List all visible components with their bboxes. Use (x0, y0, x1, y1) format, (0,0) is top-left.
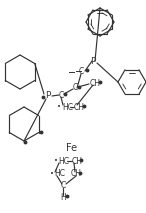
Text: H: H (60, 193, 66, 201)
Text: Fe: Fe (66, 143, 78, 153)
Text: C: C (60, 181, 66, 190)
Text: CH: CH (90, 79, 101, 88)
Text: •: • (50, 171, 54, 177)
Text: C: C (72, 83, 78, 92)
Text: CH: CH (71, 170, 82, 178)
Text: CH: CH (72, 157, 83, 166)
Text: C: C (79, 66, 84, 75)
Text: C: C (58, 91, 64, 99)
Text: P: P (90, 58, 96, 66)
Text: CH: CH (74, 102, 85, 111)
Text: HC: HC (62, 102, 73, 111)
Text: P: P (45, 92, 51, 101)
Text: •: • (54, 158, 58, 164)
Text: HC: HC (54, 170, 65, 178)
Text: HC: HC (58, 157, 69, 166)
Text: •: • (57, 104, 61, 110)
